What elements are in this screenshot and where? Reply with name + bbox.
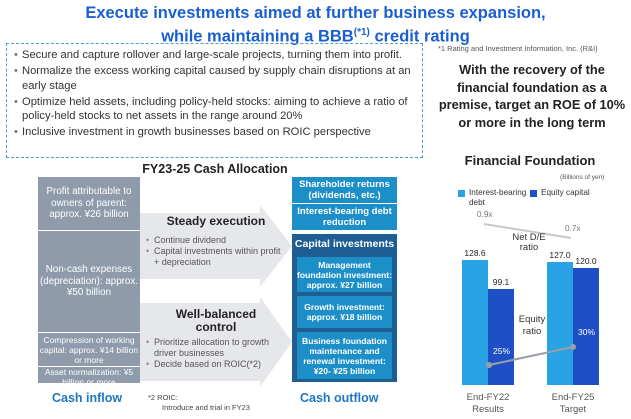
- label-equity-fy22: 99.1: [492, 276, 510, 287]
- balanced-item: Decide based on ROIC(*2): [146, 359, 286, 370]
- steady-item: Continue dividend: [146, 235, 286, 246]
- net-de-fy22: 0.9x: [477, 210, 493, 219]
- title-line-2b: credit rating: [369, 27, 470, 46]
- category-fy22-line1: End-FY22: [466, 392, 510, 403]
- roic-footnote-line1: *2 ROIC:: [148, 393, 179, 402]
- bullet-item: Optimize held assets, including policy-h…: [14, 95, 417, 124]
- outflow-debt-reduction: Interest-bearing debt reduction: [292, 204, 397, 230]
- legend-equity-swatch: [530, 190, 537, 197]
- legend-debt-swatch: [458, 190, 465, 197]
- category-fy25-line2: Target: [559, 404, 587, 415]
- steady-heading: Steady execution: [166, 214, 266, 228]
- equity-ratio-fy25: 30%: [578, 327, 596, 337]
- balanced-heading: Well-balanced control: [175, 307, 257, 334]
- outflow-management-foundation: Management foundation investment: approx…: [297, 257, 392, 292]
- financial-foundation-title: Financial Foundation: [464, 153, 596, 168]
- steady-execution-box: Steady execution Continue dividend Capit…: [146, 214, 286, 268]
- cash-allocation-title: FY23-25 Cash Allocation: [142, 162, 288, 176]
- category-fy25: End-FY25 Target: [538, 392, 608, 416]
- rating-footnote: *1 Rating and Investment Information, In…: [438, 44, 598, 53]
- bar-equity-fy25: [573, 268, 599, 385]
- outflow-shareholder-returns: Shareholder returns (dividends, etc.): [292, 177, 397, 203]
- roe-target-text: With the recovery of the financial found…: [438, 62, 626, 130]
- bullet-item: Inclusive investment in growth businesse…: [14, 125, 417, 140]
- inflow-profit: Profit attributable to owners of parent:…: [38, 177, 140, 231]
- inflow-non-cash: Non-cash expenses (depreciation): approx…: [38, 231, 140, 333]
- category-fy22: End-FY22 Results: [453, 392, 523, 416]
- title-line-1: Execute investments aimed at further bus…: [85, 4, 546, 22]
- balanced-item: Prioritize allocation to growth driver b…: [146, 337, 286, 359]
- cash-outflow-label: Cash outflow: [300, 391, 379, 405]
- cash-inflow-label: Cash inflow: [52, 391, 123, 405]
- policy-bullet-box: Secure and capture rollover and large-sc…: [6, 43, 423, 158]
- outflow-capital-investments: Capital investments: [292, 234, 397, 254]
- balanced-control-box: Well-balanced control Prioritize allocat…: [146, 307, 286, 371]
- bullet-item: Normalize the excess working capital cau…: [14, 64, 417, 93]
- page-title: Execute investments aimed at further bus…: [0, 4, 631, 47]
- outflow-business-foundation: Business foundation maintenance and rene…: [297, 332, 392, 379]
- legend-equity-label: Equity capital: [541, 188, 590, 197]
- legend-debt: Interest-bearing debt: [458, 188, 531, 208]
- category-fy22-line2: Results: [472, 404, 504, 415]
- roic-footnote: *2 ROIC: Introduce and trial in FY23: [148, 393, 250, 413]
- category-fy25-line1: End-FY25: [551, 392, 595, 403]
- equity-ratio-fy22: 25%: [493, 346, 511, 356]
- net-de-fy25: 0.7x: [565, 224, 581, 233]
- legend-equity: Equity capital: [530, 188, 590, 198]
- bullet-item: Secure and capture rollover and large-sc…: [14, 48, 417, 63]
- chart-unit-label: (Billions of yen): [560, 174, 605, 181]
- legend-debt-label: Interest-bearing debt: [469, 188, 527, 207]
- title-footnote-mark: (*1): [353, 27, 370, 38]
- label-equity-fy25: 120.0: [575, 256, 597, 267]
- title-line-2a: while maintaining a BBB: [161, 27, 354, 46]
- inflow-working-capital: Compression of working capital: approx. …: [38, 333, 140, 367]
- outflow-growth-investment: Growth investment: approx. ¥18 billion: [297, 296, 392, 328]
- title-line-2: while maintaining a BBB(*1) credit ratin…: [0, 23, 631, 47]
- roic-footnote-line2: Introduce and trial in FY23: [162, 403, 250, 412]
- steady-item: Capital investments within profit + depr…: [146, 246, 286, 268]
- net-de-annotation: Net D/E ratio: [512, 232, 546, 253]
- equity-ratio-annotation: Equity ratio: [518, 314, 546, 337]
- label-debt-fy22: 128.6: [464, 248, 486, 258]
- bar-debt-fy22: [462, 260, 488, 385]
- bar-equity-fy22: [488, 288, 514, 385]
- inflow-asset-normalization: Asset normalization: ¥5 billion or more: [38, 367, 140, 384]
- label-debt-fy25: 127.0: [549, 249, 571, 260]
